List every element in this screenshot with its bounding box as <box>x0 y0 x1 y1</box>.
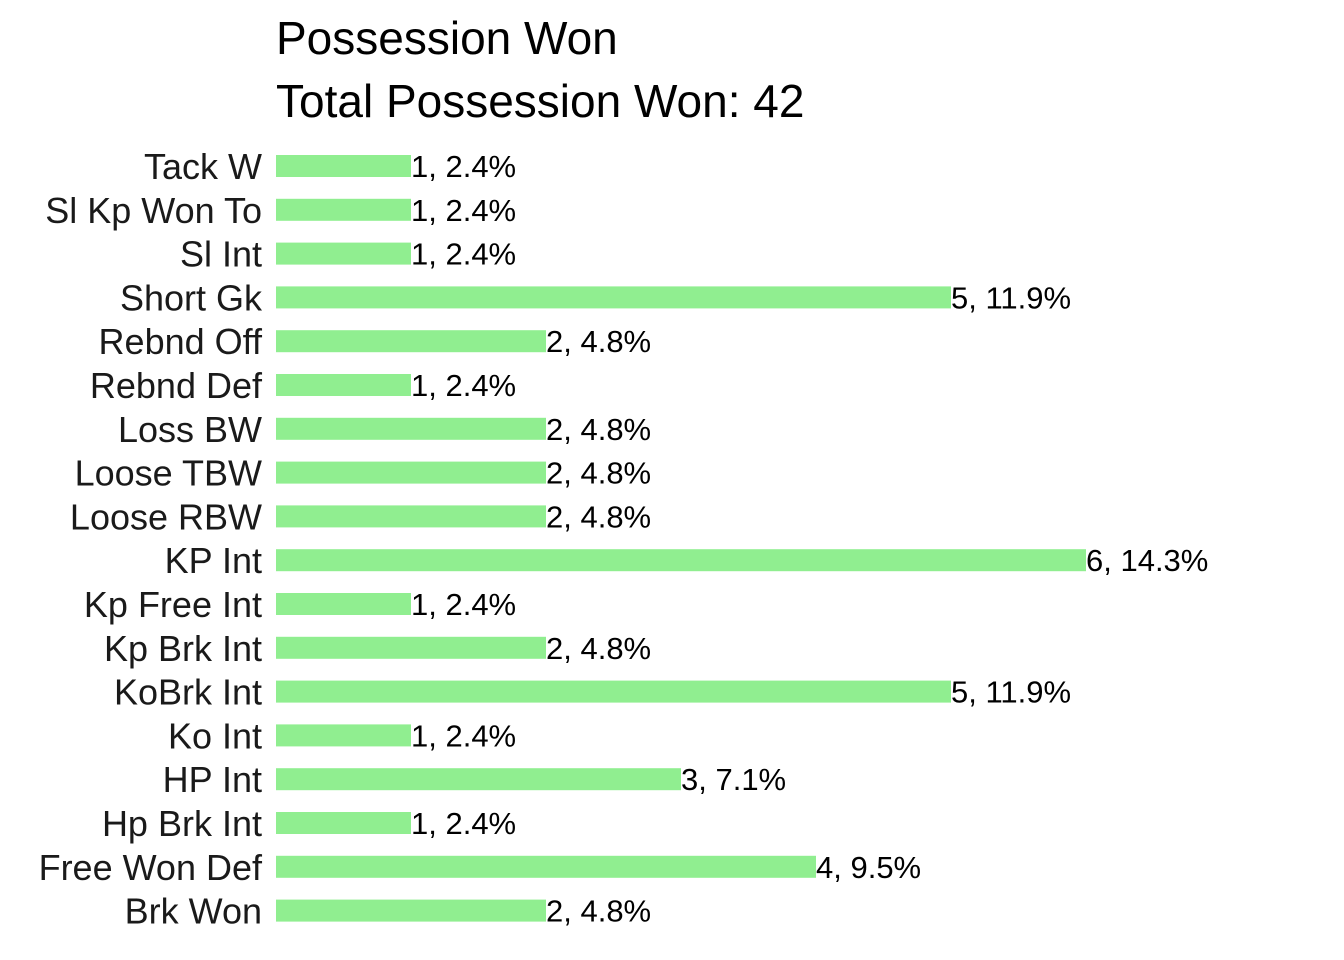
bar <box>276 768 681 791</box>
data-label: 1, 2.4% <box>411 806 516 841</box>
bar <box>276 505 546 528</box>
data-label: 1, 2.4% <box>411 237 516 272</box>
bar <box>276 286 951 309</box>
data-label: 2, 4.8% <box>546 324 651 359</box>
category-label: Kp Free Int <box>84 584 262 625</box>
category-label: Short Gk <box>120 277 263 318</box>
data-label: 5, 11.9% <box>951 280 1071 315</box>
bar <box>276 636 546 659</box>
category-label: Hp Brk Int <box>102 803 262 844</box>
data-label: 1, 2.4% <box>411 587 516 622</box>
bar <box>276 198 411 221</box>
bar <box>276 593 411 615</box>
data-label: 1, 2.4% <box>411 193 516 228</box>
data-label: 4, 9.5% <box>816 850 921 885</box>
value-labels: 1, 2.4% 1, 2.4% 1, 2.4% 5, 11.9% 2, 4.8% 1, 2… <box>411 149 1208 929</box>
data-label: 2, 4.8% <box>546 412 651 447</box>
chart-subtitle: Total Possession Won: 42 <box>276 75 804 127</box>
category-label: Loose RBW <box>70 496 262 537</box>
category-label: Rebnd Def <box>90 365 263 406</box>
category-label: HP Int <box>163 759 262 800</box>
data-label: 1, 2.4% <box>411 149 516 184</box>
data-label: 6, 14.3% <box>1086 543 1208 578</box>
bars-group <box>276 155 1086 922</box>
category-label: Loose TBW <box>75 453 262 494</box>
bar <box>276 549 1086 572</box>
bar <box>276 330 546 353</box>
bar <box>276 155 411 177</box>
bar <box>276 374 411 396</box>
category-label: Loss BW <box>118 409 262 450</box>
data-label: 5, 11.9% <box>951 675 1071 710</box>
category-label: Sl Kp Won To <box>45 190 262 231</box>
bar <box>276 242 411 265</box>
bar <box>276 680 951 703</box>
category-label: KP Int <box>165 540 262 581</box>
data-label: 1, 2.4% <box>411 368 516 403</box>
bar <box>276 461 546 484</box>
data-label: 1, 2.4% <box>411 718 516 753</box>
category-label: KoBrk Int <box>114 672 262 713</box>
bar <box>276 899 546 922</box>
data-label: 3, 7.1% <box>681 762 786 797</box>
bar <box>276 855 816 878</box>
category-label: Ko Int <box>168 715 262 756</box>
data-label: 2, 4.8% <box>546 894 651 929</box>
chart-title: Possession Won <box>276 12 618 64</box>
category-label: Rebnd Off <box>99 321 263 362</box>
data-label: 2, 4.8% <box>546 456 651 491</box>
bar <box>276 724 411 747</box>
category-label: Tack W <box>144 146 262 187</box>
category-label: Free Won Def <box>39 847 263 888</box>
category-label: Sl Int <box>180 234 262 275</box>
category-label: Kp Brk Int <box>104 628 262 669</box>
category-label: Brk Won <box>125 891 262 932</box>
bar <box>276 417 546 440</box>
data-label: 2, 4.8% <box>546 631 651 666</box>
bar <box>276 812 411 834</box>
data-label: 2, 4.8% <box>546 499 651 534</box>
